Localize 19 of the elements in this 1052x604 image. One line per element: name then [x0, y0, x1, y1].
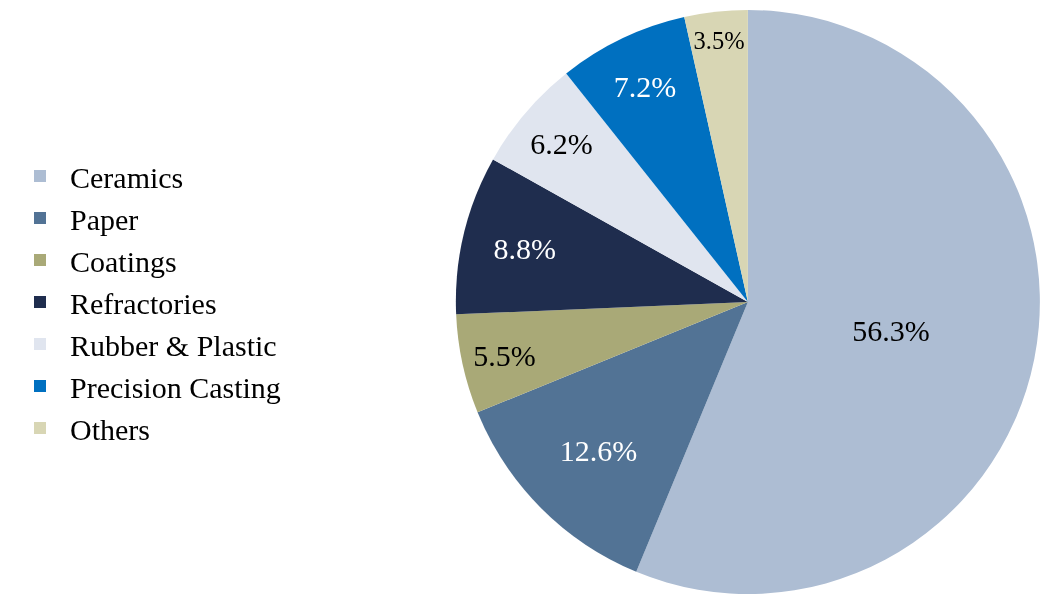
data-label: 8.8% [493, 232, 556, 266]
legend-label: Rubber & Plastic [70, 328, 277, 362]
data-label: 5.5% [473, 338, 536, 372]
data-label: 7.2% [613, 70, 677, 104]
legend-label: Precision Casting [70, 370, 281, 404]
legend-label: Others [70, 412, 150, 446]
pie-slice [684, 10, 748, 302]
data-label: 6.2% [530, 127, 593, 161]
legend-label: Coatings [70, 244, 177, 278]
pie-slice [477, 302, 748, 572]
legend-label: Refractories [70, 286, 217, 320]
legend-label: Ceramics [70, 160, 184, 194]
pie-slice [493, 73, 748, 302]
data-label: 12.6% [559, 434, 638, 468]
legend-label: Paper [70, 202, 139, 236]
data-label: 3.5% [693, 27, 745, 55]
pie-slice [456, 159, 748, 315]
pie-slice [456, 302, 748, 413]
data-label: 56.3% [852, 313, 930, 347]
